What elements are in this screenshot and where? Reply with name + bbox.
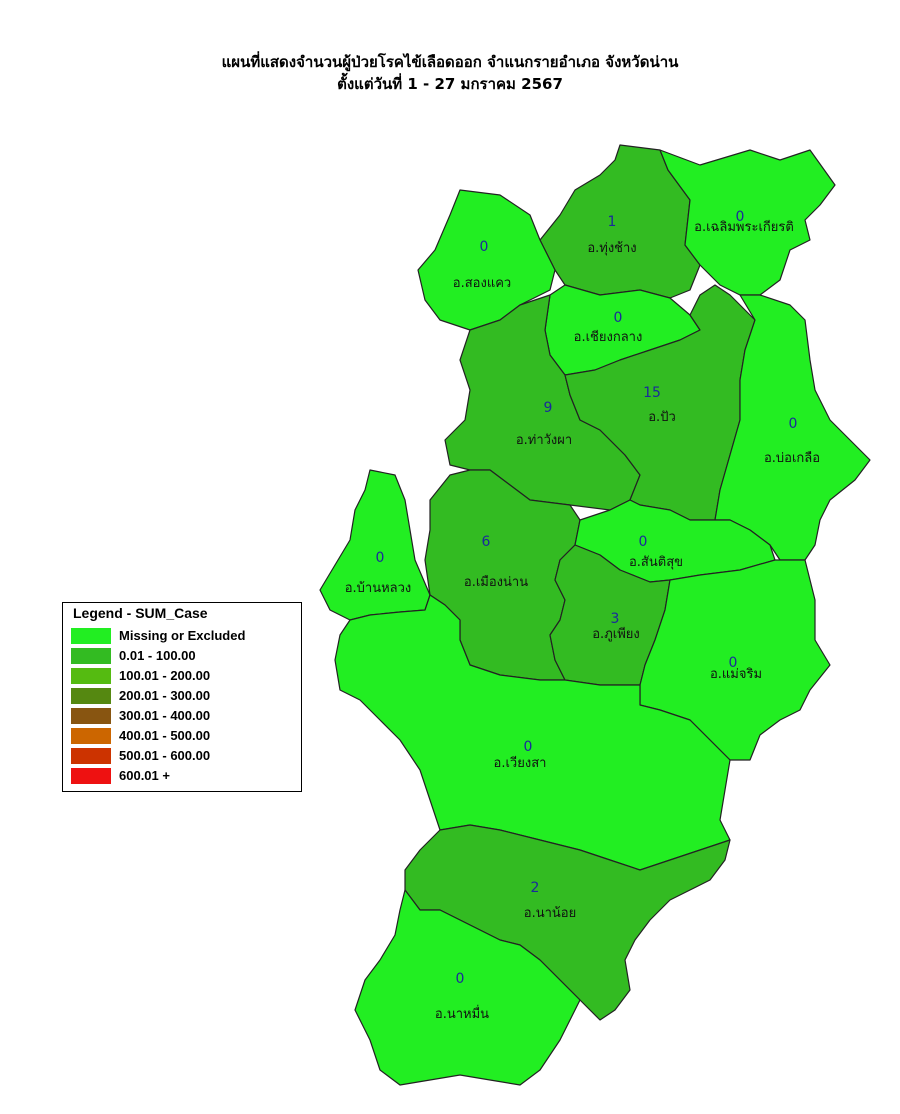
- legend-label: Missing or Excluded: [119, 628, 246, 643]
- district-name-label: อ.แม่จริม: [710, 667, 762, 682]
- district-case-count: 0: [639, 534, 648, 550]
- legend-swatch: [71, 688, 111, 704]
- district-name-label: อ.ทุ่งช้าง: [587, 241, 636, 256]
- district-case-count: 0: [480, 239, 489, 255]
- district-case-count: 0: [614, 310, 623, 326]
- legend-label: 300.01 - 400.00: [119, 708, 211, 723]
- district-name-label: อ.เฉลิมพระเกียรติ: [694, 219, 794, 235]
- district-case-count: 1: [608, 214, 617, 230]
- district-case-count: 0: [729, 655, 738, 671]
- district-name-label: อ.เวียงสา: [494, 755, 547, 771]
- legend-swatch: [71, 668, 111, 684]
- district-name-label: อ.สันติสุข: [629, 555, 683, 570]
- legend-title: Legend - SUM_Case: [73, 605, 208, 621]
- district-name-label: อ.นาหมื่น: [435, 1005, 489, 1022]
- district-case-count: 6: [482, 534, 491, 550]
- district-case-count: 2: [531, 880, 540, 896]
- district-name-label: อ.นาน้อย: [524, 906, 576, 921]
- district-case-count: 0: [789, 416, 798, 432]
- legend-swatch: [71, 648, 111, 664]
- legend-swatch: [71, 728, 111, 744]
- district-ban-luang[interactable]: [319, 469, 431, 621]
- district-name-label: อ.บ่อเกลือ: [764, 450, 820, 466]
- district-mae-charim[interactable]: [639, 559, 831, 761]
- legend-label: 200.01 - 300.00: [119, 688, 211, 703]
- legend-label: 500.01 - 600.00: [119, 748, 211, 763]
- legend-swatch: [71, 708, 111, 724]
- legend-swatch: [71, 768, 111, 784]
- district-case-count: 0: [456, 971, 465, 987]
- district-case-count: 15: [643, 385, 661, 401]
- map-subtitle: ตั้งแต่วันที่ 1 - 27 มกราคม 2567: [337, 75, 563, 93]
- district-na-muen[interactable]: [354, 889, 581, 1086]
- district-chaloem-phra-kiat[interactable]: [659, 149, 836, 296]
- legend-swatch: [71, 748, 111, 764]
- legend-label: 600.01 +: [119, 768, 170, 783]
- district-name-label: อ.บ้านหลวง: [345, 581, 412, 596]
- district-name-label: อ.ท่าวังผา: [516, 433, 572, 448]
- district-wiang-sa[interactable]: [334, 594, 731, 871]
- district-name-label: อ.เชียงกลาง: [574, 329, 643, 345]
- district-name-label: อ.ภูเพียง: [592, 626, 640, 642]
- legend-swatch: [71, 628, 111, 644]
- map-title: แผนที่แสดงจำนวนผู้ป่วยโรคไข้เลือดออก จำแ…: [221, 53, 679, 71]
- district-case-count: 0: [736, 209, 745, 225]
- district-name-label: อ.ปัว: [648, 410, 676, 425]
- district-case-count: 0: [376, 550, 385, 566]
- district-case-count: 0: [524, 739, 533, 755]
- legend-label: 100.01 - 200.00: [119, 668, 211, 683]
- map-legend: Legend - SUM_Case Missing or Excluded 0.…: [62, 602, 302, 792]
- district-case-count: 9: [544, 400, 553, 416]
- legend-label: 400.01 - 500.00: [119, 728, 211, 743]
- legend-label: 0.01 - 100.00: [119, 648, 196, 663]
- district-case-count: 3: [611, 611, 620, 627]
- district-name-label: อ.สองแคว: [453, 276, 511, 291]
- district-name-label: อ.เมืองน่าน: [464, 574, 528, 590]
